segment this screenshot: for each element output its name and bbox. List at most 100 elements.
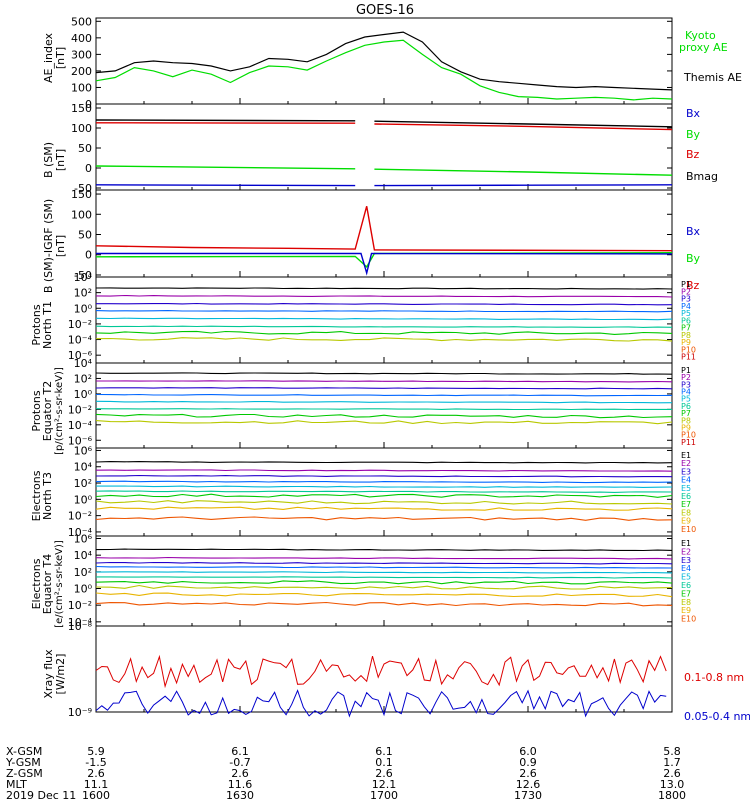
channel-en-e1 bbox=[96, 462, 672, 463]
channel-pe-p8 bbox=[96, 421, 672, 424]
ytick-label-ae: 200 bbox=[71, 65, 92, 78]
ytick-label-ee: 10⁴ bbox=[74, 549, 93, 562]
channel-pn-p4 bbox=[96, 311, 672, 312]
legend-en-e10: E10 bbox=[681, 525, 696, 534]
ytick-label-pn: 10⁰ bbox=[74, 302, 93, 315]
channel-pe-p5 bbox=[96, 401, 672, 403]
channel-pe-p6 bbox=[96, 409, 672, 410]
ytick-label-bres: 0 bbox=[85, 249, 92, 262]
channel-en-e4 bbox=[96, 481, 672, 482]
channel-pn-p3 bbox=[96, 304, 672, 305]
legend-xray-long: 0.1-0.8 nm bbox=[684, 671, 744, 684]
ytick-label-bres: 150 bbox=[71, 188, 92, 201]
ytick-label-en: 10⁶ bbox=[74, 444, 93, 457]
channel-ee-e7 bbox=[96, 581, 672, 584]
legend-xray-short: 0.05-0.4 nm bbox=[684, 710, 750, 723]
ytick-label-bsm: 100 bbox=[71, 122, 92, 135]
ytick-label-pe: 10⁻⁴ bbox=[68, 419, 93, 432]
ytick-label-en: 10² bbox=[74, 477, 92, 490]
ytick-label-bres: 50 bbox=[78, 229, 92, 242]
xray-axis-line2: [W/m2] bbox=[54, 654, 67, 695]
bsm-axis-unit: [nT] bbox=[54, 149, 67, 171]
ytick-label-ae: 100 bbox=[71, 81, 92, 94]
channel-en-e3 bbox=[96, 476, 672, 477]
panel-frame-pn bbox=[96, 277, 672, 363]
ee-axis-line2: Equator T4 bbox=[41, 554, 54, 614]
ephem-value: 1800 bbox=[658, 789, 686, 800]
series-bsm-bx bbox=[374, 185, 672, 186]
channel-pn-p5 bbox=[96, 318, 672, 320]
ytick-label-pe: 10⁰ bbox=[74, 388, 93, 401]
ytick-label-bsm: 150 bbox=[71, 102, 92, 115]
pe-axis-line2: Equator T2 bbox=[41, 381, 54, 441]
ytick-label-en: 10⁻² bbox=[68, 510, 92, 523]
ee-axis-line3: [e/(cm²-s-sr-keV)] bbox=[54, 540, 65, 628]
channel-ee-e3 bbox=[96, 563, 672, 564]
channel-pe-p2 bbox=[96, 381, 672, 382]
legend-bsm-bx: Bx bbox=[686, 107, 701, 120]
channel-en-e9 bbox=[96, 507, 672, 510]
channel-en-e10 bbox=[96, 517, 672, 520]
en-axis-line2: North T3 bbox=[41, 472, 54, 520]
ytick-label-ae: 400 bbox=[71, 32, 92, 45]
channel-en-e2 bbox=[96, 470, 672, 471]
ae-axis-unit: [nT] bbox=[54, 47, 67, 69]
ytick-label-pe: 10⁴ bbox=[74, 357, 93, 370]
axis-titles: AE_index [nT] B (SM) [nT] B (SM)-IGRF (S… bbox=[30, 32, 67, 698]
panel-frame-pe bbox=[96, 363, 672, 448]
legend-bsm-by: By bbox=[686, 128, 701, 141]
ytick-label-ee: 10⁶ bbox=[74, 533, 93, 546]
ytick-label-bsm: 0 bbox=[85, 162, 92, 175]
channel-ee-e5 bbox=[96, 572, 672, 573]
legend-proxy-ae: proxy AE bbox=[679, 41, 728, 54]
channel-ee-e6 bbox=[96, 577, 672, 578]
panel-frame-bsm bbox=[96, 104, 672, 190]
legend-bres-bx: Bx bbox=[686, 225, 701, 238]
channel-pn-p2 bbox=[96, 296, 672, 298]
ytick-label-pn: 10⁴ bbox=[74, 271, 93, 284]
channel-ee-e4 bbox=[96, 567, 672, 569]
ytick-label-ae: 500 bbox=[71, 15, 92, 28]
channel-pe-p1 bbox=[96, 373, 672, 374]
ytick-label-bsm: 50 bbox=[78, 142, 92, 155]
ytick-label-pe: 10⁻² bbox=[68, 403, 92, 416]
channel-en-e7 bbox=[96, 494, 672, 497]
channel-pe-p7 bbox=[96, 414, 672, 417]
ephem-value: 1700 bbox=[370, 789, 398, 800]
panel-frame-ae bbox=[96, 18, 672, 104]
ephemeris-table: X-GSM Y-GSM Z-GSM MLT hhmm 2019 Dec 11 bbox=[5, 745, 76, 800]
panel-frame-xray bbox=[96, 626, 672, 712]
series-themis-ae bbox=[96, 32, 672, 90]
ytick-label-ae: 300 bbox=[71, 48, 92, 61]
ytick-label-bres: 100 bbox=[71, 208, 92, 221]
legend-pn-p11: P11 bbox=[681, 353, 696, 362]
series-bsm-by bbox=[374, 169, 672, 175]
series-bsm-bx bbox=[96, 185, 355, 186]
ephem-value: 1630 bbox=[226, 789, 254, 800]
channel-pn-p1 bbox=[96, 288, 672, 289]
legend-bsm-bmag: Bmag bbox=[686, 170, 718, 183]
series-bsm-by bbox=[96, 166, 355, 169]
series-bsm-bz bbox=[374, 124, 672, 130]
series-bsm-bmag bbox=[96, 120, 355, 121]
ephem-value: 1730 bbox=[514, 789, 542, 800]
channel-pn-p7 bbox=[96, 331, 672, 334]
channel-ee-e10 bbox=[96, 603, 672, 606]
bres-axis-unit: [nT] bbox=[54, 235, 67, 257]
ytick-label-pe: 10² bbox=[74, 372, 92, 385]
plot-title: GOES-16 bbox=[356, 3, 414, 18]
series-bres-by bbox=[96, 253, 672, 267]
ytick-label-en: 10⁰ bbox=[74, 493, 93, 506]
ytick-label-ee: 10⁰ bbox=[74, 583, 93, 596]
ytick-label-en: 10⁴ bbox=[74, 461, 93, 474]
ytick-label-ee: 10⁻² bbox=[68, 599, 92, 612]
pn-axis-line2: North T1 bbox=[41, 301, 54, 349]
series-kyoto-proxy-ae bbox=[96, 40, 672, 100]
ephem-value: 1600 bbox=[82, 789, 110, 800]
legend-ee-e10: E10 bbox=[681, 615, 696, 624]
legend-bsm-bz: Bz bbox=[686, 148, 700, 161]
ytick-label-xray: 10⁻⁸ bbox=[68, 620, 93, 633]
legend-pe-p11: P11 bbox=[681, 438, 696, 447]
